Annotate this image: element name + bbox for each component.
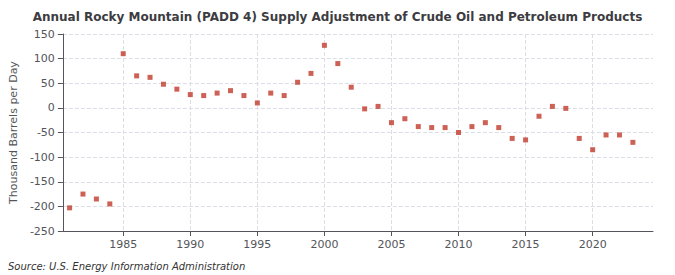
svg-text:Annual Rocky Mountain (PADD 4): Annual Rocky Mountain (PADD 4) Supply Ad… xyxy=(33,10,643,24)
svg-text:-200: -200 xyxy=(30,200,55,213)
svg-text:Thousand Barrels per Day: Thousand Barrels per Day xyxy=(7,61,20,205)
svg-text:1995: 1995 xyxy=(243,238,271,251)
svg-text:2005: 2005 xyxy=(377,238,405,251)
svg-text:100: 100 xyxy=(34,52,55,65)
svg-text:2000: 2000 xyxy=(310,238,338,251)
svg-text:Source: U.S. Energy Informatio: Source: U.S. Energy Information Administ… xyxy=(8,261,245,272)
svg-text:2020: 2020 xyxy=(579,238,607,251)
svg-text:2015: 2015 xyxy=(512,238,540,251)
svg-text:-100: -100 xyxy=(30,151,55,164)
svg-text:150: 150 xyxy=(34,28,55,41)
svg-text:0: 0 xyxy=(48,101,55,114)
svg-text:-150: -150 xyxy=(30,175,55,188)
svg-text:1990: 1990 xyxy=(176,238,204,251)
svg-text:-50: -50 xyxy=(37,126,55,139)
svg-text:2010: 2010 xyxy=(445,238,473,251)
svg-text:1985: 1985 xyxy=(109,238,137,251)
svg-text:-250: -250 xyxy=(30,225,55,238)
svg-text:50: 50 xyxy=(41,77,55,90)
